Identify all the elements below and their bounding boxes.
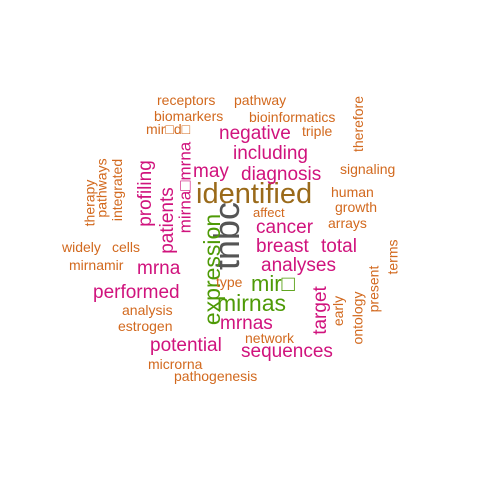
word-growth: growth xyxy=(335,199,378,215)
word-bioinformatics: bioinformatics xyxy=(249,109,336,125)
word-negative: negative xyxy=(219,123,291,144)
word-early: early xyxy=(330,295,347,327)
word-cancer: cancer xyxy=(256,217,314,238)
word-biomarkers: biomarkers xyxy=(154,108,224,124)
word-pathways: pathways xyxy=(93,158,110,218)
word-mirnamir: mirnamir xyxy=(69,257,124,273)
word-identified: identified xyxy=(196,178,313,210)
word-human: human xyxy=(331,184,374,200)
word-mirna-mrna: mirna□mrna xyxy=(175,141,195,234)
word-mirnas: mirnas xyxy=(217,290,287,316)
word-pathogenesis: pathogenesis xyxy=(174,368,258,384)
word-patients: patients xyxy=(156,187,178,254)
word-profiling: profiling xyxy=(134,160,156,227)
word-mir-d-box: mir□d□ xyxy=(146,121,191,137)
word-sequences: sequences xyxy=(241,341,333,362)
word-signaling: signaling xyxy=(340,161,396,177)
word-type: type xyxy=(216,274,243,290)
word-microrna: microrna xyxy=(148,356,203,372)
word-therefore: therefore xyxy=(350,95,367,153)
word-potential: potential xyxy=(150,335,222,356)
word-widely: widely xyxy=(62,239,101,255)
word-affect: affect xyxy=(253,205,285,220)
word-including: including xyxy=(233,143,308,164)
word-terms: terms xyxy=(384,239,401,275)
word-target: target xyxy=(309,286,331,335)
word-integrated: integrated xyxy=(109,158,126,222)
word-diagnosis: diagnosis xyxy=(241,164,322,185)
word-arrays: arrays xyxy=(328,215,367,231)
word-estrogen: estrogen xyxy=(118,318,173,334)
word-triple: triple xyxy=(302,123,333,139)
word-present: present xyxy=(365,265,382,313)
word-mrna: mrna xyxy=(137,258,181,279)
word-total: total xyxy=(321,236,357,257)
word-analysis: analysis xyxy=(122,302,173,318)
word-analyses: analyses xyxy=(261,255,336,276)
word-network: network xyxy=(245,330,295,346)
word-receptors: receptors xyxy=(157,92,216,108)
word-breast: breast xyxy=(256,236,309,257)
word-mrnas: mrnas xyxy=(220,313,273,334)
word-may: may xyxy=(193,161,229,182)
word-ontology: ontology xyxy=(349,291,366,345)
word-mir-box: mir□ xyxy=(251,271,295,296)
word-cells: cells xyxy=(112,239,141,255)
word-performed: performed xyxy=(93,282,180,303)
word-pathway: pathway xyxy=(234,92,287,108)
